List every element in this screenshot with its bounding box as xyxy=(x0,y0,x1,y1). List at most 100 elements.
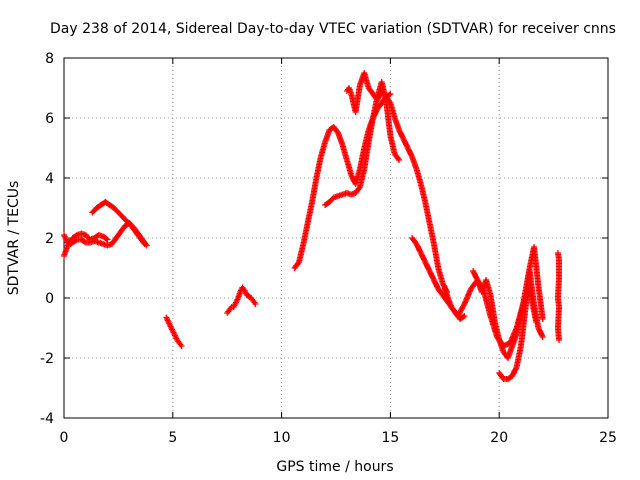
y-axis-label: SDTVAR / TECUs xyxy=(6,181,22,296)
data-point-trace xyxy=(296,242,306,264)
data-point-trace xyxy=(427,269,437,282)
data-point-trace xyxy=(535,284,546,321)
data-point-trace xyxy=(323,199,332,208)
data-point-trace xyxy=(107,202,116,211)
data-point-trace xyxy=(70,232,79,241)
data-point-trace xyxy=(97,240,105,247)
data-point-trace xyxy=(168,325,176,333)
data-point-trace xyxy=(106,241,114,248)
data-point xyxy=(396,157,403,163)
data-point-trace xyxy=(242,289,250,297)
data-point-trace xyxy=(401,137,411,150)
data-point-trace xyxy=(125,219,134,228)
data-point-trace xyxy=(422,260,432,273)
data-point-trace xyxy=(231,301,239,309)
data-point-trace xyxy=(94,202,103,211)
data-point-trace xyxy=(492,320,502,342)
data-point-trace xyxy=(101,241,110,248)
data-point-trace xyxy=(79,231,88,238)
data-point-trace xyxy=(383,98,394,138)
series-arc4 xyxy=(163,314,185,349)
data-point-trace xyxy=(138,236,147,246)
data-point xyxy=(252,301,259,307)
data-point xyxy=(556,337,563,343)
data-point-trace xyxy=(455,302,467,318)
data-point-trace xyxy=(426,221,437,246)
data-point-trace xyxy=(92,238,101,245)
x-axis-label: GPS time / hours xyxy=(276,459,393,475)
x-tick-label: 0 xyxy=(60,430,69,446)
axis-ticks xyxy=(63,57,609,419)
data-point-trace xyxy=(349,190,358,197)
data-point-trace xyxy=(531,245,542,288)
data-point-trace xyxy=(79,237,88,245)
data-point-trace xyxy=(133,230,143,240)
data-point-trace xyxy=(392,152,402,162)
series-arc2 xyxy=(61,230,111,247)
data-point-trace xyxy=(90,206,99,215)
data-point-trace xyxy=(514,314,524,336)
data-point-trace xyxy=(526,269,537,306)
data-point-trace xyxy=(99,199,108,208)
series-arc5 xyxy=(224,284,259,316)
data-point-trace xyxy=(112,206,121,215)
data-point-trace xyxy=(305,200,315,225)
data-point xyxy=(178,343,185,349)
data-point xyxy=(104,236,111,243)
data-point xyxy=(539,316,546,322)
data-point-trace xyxy=(518,308,529,348)
data-point-trace xyxy=(418,251,428,264)
data-point-trace xyxy=(129,224,138,234)
data-point-trace xyxy=(103,199,112,208)
data-point xyxy=(141,241,148,247)
data-point-trace xyxy=(366,86,376,96)
data-point-trace xyxy=(101,234,110,242)
data-point-trace xyxy=(405,146,415,159)
data-point xyxy=(539,334,546,340)
data-point-trace xyxy=(92,232,101,241)
data-point-trace xyxy=(238,286,245,294)
data-point-trace xyxy=(357,167,367,189)
data-point-trace xyxy=(332,193,340,200)
data-point-trace xyxy=(410,236,419,246)
data-point-trace xyxy=(336,192,345,199)
data-point-trace xyxy=(331,125,341,135)
data-point-trace xyxy=(414,242,424,255)
y-tick-label: 2 xyxy=(45,231,54,247)
data-point-trace xyxy=(109,236,119,246)
chart-title: Day 238 of 2014, Sidereal Day-to-day VTE… xyxy=(50,21,616,37)
data-point-trace xyxy=(166,320,173,328)
data-point-trace xyxy=(387,134,398,156)
data-point-trace xyxy=(75,231,83,238)
data-point-trace xyxy=(497,371,506,381)
data-point-trace xyxy=(462,287,474,306)
data-point xyxy=(461,313,468,319)
data-point-trace xyxy=(118,224,128,234)
data-point-trace xyxy=(458,313,467,322)
data-point-trace xyxy=(346,86,354,96)
series-arc3 xyxy=(89,199,148,247)
data-point-trace xyxy=(116,210,125,219)
x-tick-label: 5 xyxy=(168,430,177,446)
data-point-trace xyxy=(97,232,105,239)
y-tick-label: -2 xyxy=(40,351,54,367)
data-point-trace xyxy=(353,185,363,195)
data-point-trace xyxy=(61,233,69,241)
data-point-trace xyxy=(442,287,454,309)
data-point-trace xyxy=(418,182,428,204)
data-point-trace xyxy=(470,269,480,282)
y-tick-label: 8 xyxy=(45,51,54,67)
data-point-trace xyxy=(509,365,519,378)
data-points xyxy=(61,70,563,382)
data-point-trace xyxy=(172,334,180,342)
data-point-trace xyxy=(396,128,406,141)
data-point-trace xyxy=(114,230,123,240)
x-tick-label: 10 xyxy=(273,430,291,446)
data-point-trace xyxy=(341,190,349,197)
data-point-trace xyxy=(120,215,129,224)
data-point-trace xyxy=(300,221,311,246)
data-point-trace xyxy=(513,344,524,369)
x-tick-label: 20 xyxy=(490,430,508,446)
data-point-trace xyxy=(88,235,96,242)
